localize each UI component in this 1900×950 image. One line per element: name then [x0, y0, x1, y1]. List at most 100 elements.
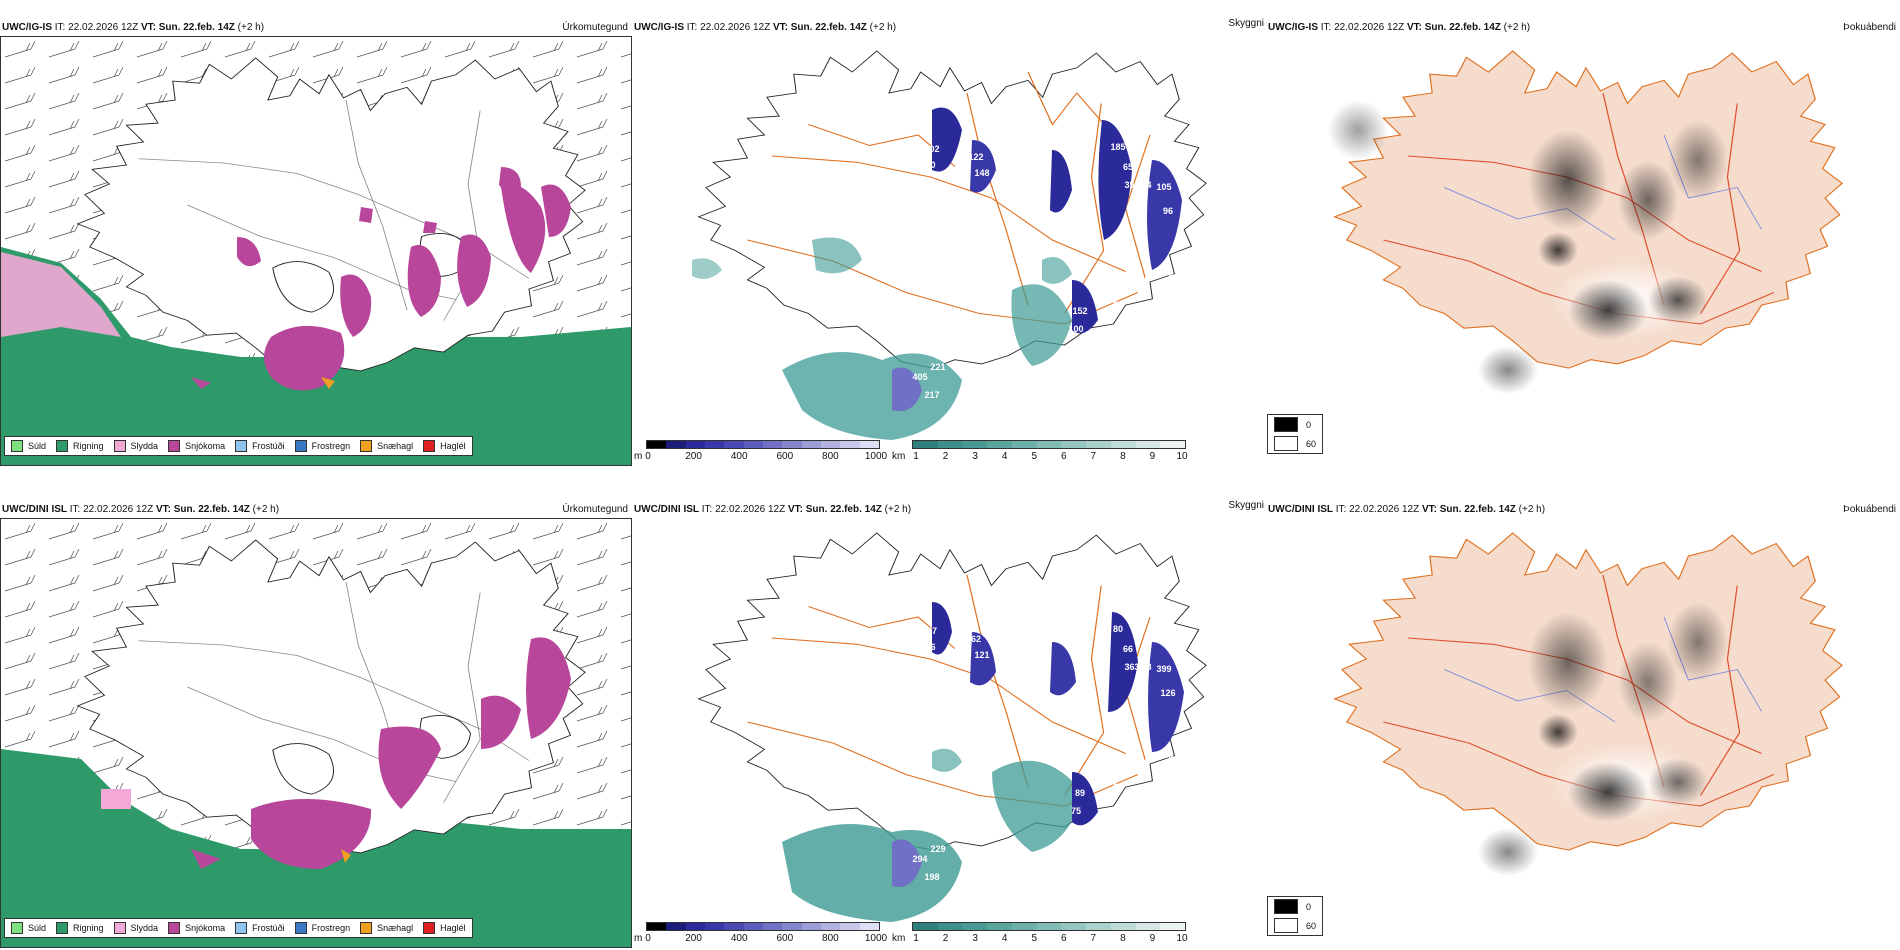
colorbar-segment — [801, 441, 821, 448]
colorbar-segment — [724, 441, 744, 448]
colorbar-tick: 3 — [972, 933, 978, 944]
colorbar-segment — [913, 923, 938, 930]
value-label: 62 — [971, 634, 981, 644]
colorbar-tick: 1 — [913, 451, 919, 462]
colorbar-segment — [704, 923, 725, 930]
colorbar-segment — [1011, 441, 1037, 448]
colorbar-segment — [1160, 441, 1186, 448]
header-2-fog: UWC/DINI ISL IT: 22.02.2026 12Z VT: Sun.… — [1268, 504, 1546, 515]
fog-panel-2: UWC/DINI ISL IT: 22.02.2026 12Z VT: Sun.… — [1268, 482, 1900, 950]
legend-item: Snæhagl — [360, 440, 413, 452]
legend-item: Haglél — [423, 922, 466, 934]
legend-item: Frostúði — [235, 922, 285, 934]
colorbar-tick: 200 — [685, 451, 702, 462]
legend-item: Rigning — [56, 440, 104, 452]
value-label: 118 — [1131, 692, 1146, 702]
colorbar-segment — [1086, 923, 1111, 930]
colorbar-segment — [762, 441, 783, 448]
visibility-panel-1: UWC/IG-IS IT: 22.02.2026 12Z VT: Sun. 22… — [632, 0, 1324, 470]
value-label: 397 — [1130, 210, 1145, 220]
value-label: 87 — [1037, 210, 1047, 220]
value-label: 67 — [1127, 260, 1137, 270]
colorbar-segment — [987, 923, 1012, 930]
colorbar-segment — [859, 441, 879, 448]
value-label: 353 — [1124, 180, 1139, 190]
colorbar-segment — [743, 923, 763, 930]
fog-panel-1: UWC/IG-IS IT: 22.02.2026 12Z VT: Sun. 22… — [1268, 0, 1900, 470]
model-name: UWC/DINI ISL — [2, 504, 67, 515]
value-label: 126 — [920, 642, 935, 652]
value-label: 72 — [1019, 714, 1029, 724]
colorbar-tick: 1 — [913, 933, 919, 944]
precip-title: Úrkomutegund — [562, 22, 628, 33]
value-label: 138 — [1036, 162, 1051, 172]
colorbar-segment — [840, 923, 860, 930]
legend-item: Slydda — [113, 922, 158, 934]
colorbar-segment — [1135, 923, 1161, 930]
colorbar-tick: 8 — [1120, 933, 1126, 944]
colorbar-segment — [937, 923, 963, 930]
precip-title: Úrkomutegund — [562, 504, 628, 515]
colorbar-tick: 600 — [776, 451, 794, 462]
value-label: 126 — [1160, 688, 1175, 698]
colorbar-segment — [762, 923, 783, 930]
visibility-colorbar: km 1 2 3 4 5 6 7 8 9 10 — [892, 922, 1192, 946]
init-time: 22.02.2026 12Z — [83, 504, 154, 515]
colorbar-tick: 600 — [776, 933, 794, 944]
colorbar-tick: 5 — [1031, 933, 1037, 944]
value-label: 97 — [927, 626, 937, 636]
value-label: 80 — [1113, 624, 1123, 634]
header-2-vis: UWC/DINI ISL IT: 22.02.2026 12Z VT: Sun.… — [634, 504, 912, 515]
value-label: 399 — [1156, 664, 1171, 674]
value-label: 229 — [930, 844, 945, 854]
colorbar-tick: 2 — [942, 933, 949, 944]
visibility-panel-2: UWC/DINI ISL IT: 22.02.2026 12Z VT: Sun.… — [632, 482, 1324, 950]
colorbar-tick: 8 — [1120, 451, 1126, 462]
colorbar-tick: 10 — [1176, 933, 1188, 944]
colorbar-segment — [704, 441, 725, 448]
precip-panel-2: UWC/DINI ISL IT: 22.02.2026 12Z VT: Sun.… — [0, 482, 632, 950]
value-label: 82 — [1113, 300, 1123, 310]
value-label: 88 — [1039, 644, 1049, 654]
colorbar-segment — [685, 441, 705, 448]
legend-item: Snjókoma — [168, 440, 225, 452]
colorbar-tick: 6 — [1060, 933, 1067, 944]
visibility-title: Skyggni — [1228, 18, 1264, 29]
value-label: 117 — [1037, 180, 1052, 190]
fog-key: 0 60 — [1267, 414, 1324, 454]
value-label: 166 — [1112, 762, 1127, 772]
valid-time: Sun. 22.feb. 14Z — [173, 504, 250, 515]
legend-item: Frostregn — [294, 922, 350, 934]
colorbar-tick: 4 — [1001, 451, 1008, 462]
colorbar-segment — [913, 441, 938, 448]
legend-item: Snjókoma — [168, 922, 225, 934]
value-label: 121 — [974, 650, 989, 660]
row-1: UWC/IG-IS IT: 22.02.2026 12Z VT: Sun. 22… — [0, 0, 1900, 470]
value-label: 148 — [974, 168, 989, 178]
value-label: 105 — [1156, 182, 1171, 192]
colorbar-segment — [1086, 441, 1111, 448]
legend-item: Frostúði — [235, 440, 285, 452]
colorbar-segment — [685, 923, 705, 930]
value-label: 106 — [1016, 232, 1031, 242]
header-1-fog: UWC/IG-IS IT: 22.02.2026 12Z VT: Sun. 22… — [1268, 22, 1531, 33]
colorbar-segment — [1036, 441, 1062, 448]
colorbar-segment — [647, 441, 667, 448]
value-label: 45 — [1163, 750, 1173, 760]
model-name: UWC/IG-IS — [2, 22, 52, 33]
colorbar-segment — [666, 923, 686, 930]
colorbar-tick: 9 — [1149, 451, 1156, 462]
colorbar-segment — [724, 923, 744, 930]
colorbar-segment — [1036, 923, 1062, 930]
colorbar-tick: 9 — [1149, 933, 1156, 944]
row-2: UWC/DINI ISL IT: 22.02.2026 12Z VT: Sun.… — [0, 482, 1900, 950]
value-label: 102 — [924, 144, 939, 154]
value-label: 59 — [1163, 268, 1173, 278]
colorbar-tick: 800 — [822, 933, 839, 944]
colorbar-tick: 800 — [822, 451, 839, 462]
value-label: 76 — [1115, 280, 1125, 290]
value-label: 89 — [1075, 788, 1085, 798]
fog-map — [1333, 532, 1843, 876]
